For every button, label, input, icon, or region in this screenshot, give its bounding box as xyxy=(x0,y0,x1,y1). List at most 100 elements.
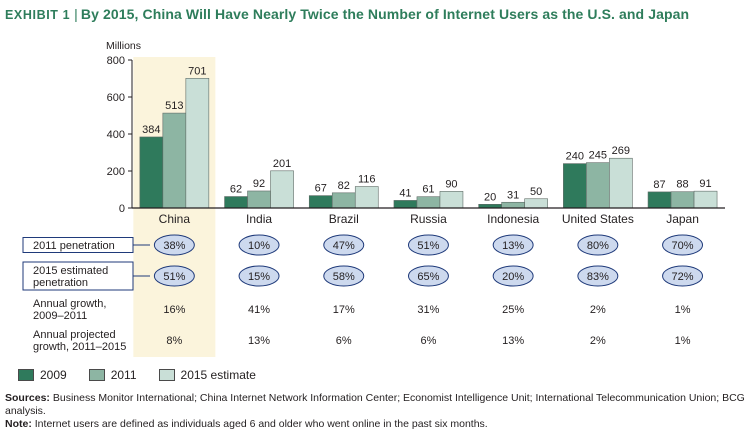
row-label: penetration xyxy=(33,277,88,289)
data-label: 384 xyxy=(142,124,160,136)
bar xyxy=(439,191,464,209)
footer: Sources: Business Monitor International;… xyxy=(5,392,745,431)
bar xyxy=(247,190,271,209)
data-label: 701 xyxy=(188,65,206,77)
table-cell-value: 16% xyxy=(163,304,185,316)
bar xyxy=(162,112,187,209)
bar-chart: Millions 0 200 400 600 800 384 62 67 41 20 240 87 513… xyxy=(22,40,725,357)
penetration-oval xyxy=(577,234,619,256)
data-label: 50 xyxy=(530,186,542,198)
bar xyxy=(331,192,356,209)
data-label: 90 xyxy=(445,178,457,190)
category-label: Indonesia xyxy=(487,212,539,226)
y-tick-label: 400 xyxy=(107,129,125,141)
penetration-oval xyxy=(238,234,280,256)
legend-label-2011: 2011 xyxy=(110,368,137,382)
category-label: United States xyxy=(562,212,634,226)
row-label-box xyxy=(22,261,134,291)
bar xyxy=(308,195,333,209)
table-cell-value: 13% xyxy=(248,335,270,347)
note-label: Note: xyxy=(5,418,32,430)
y-tick-label: 200 xyxy=(107,166,125,178)
table-cell-value: 2% xyxy=(590,335,606,347)
data-label: 87 xyxy=(653,179,665,191)
legend-item-2015: 2015 estimate xyxy=(158,368,256,382)
bar xyxy=(393,200,418,209)
table-cell-value: 41% xyxy=(248,304,270,316)
bar xyxy=(139,136,164,209)
bar xyxy=(693,190,718,209)
table-cell-value: 70% xyxy=(672,240,694,252)
table-cell-value: 1% xyxy=(675,304,691,316)
category-label: China xyxy=(159,212,191,226)
exhibit-title: Exhibit 1 | By 2015, China Will Have Nearl… xyxy=(5,6,689,22)
table-cell-value: 58% xyxy=(333,271,355,283)
data-label: 201 xyxy=(273,158,291,170)
table-cell-value: 13% xyxy=(502,240,524,252)
data-label: 20 xyxy=(484,191,496,203)
penetration-oval xyxy=(492,265,534,287)
table-cell-value: 72% xyxy=(672,271,694,283)
table-cell-value: 6% xyxy=(420,335,436,347)
penetration-oval xyxy=(407,265,449,287)
table-cell-value: 65% xyxy=(417,271,439,283)
exhibit-label: Exhibit 1 xyxy=(5,8,71,22)
table-cell-value: 15% xyxy=(248,271,270,283)
table-cell-value: 31% xyxy=(417,304,439,316)
bar xyxy=(416,196,441,209)
data-label: 31 xyxy=(507,189,519,201)
table-cell-value: 8% xyxy=(166,335,182,347)
sources-label: Sources: xyxy=(5,392,50,404)
y-tick-label: 600 xyxy=(107,92,125,104)
bar xyxy=(647,191,672,209)
legend-item-2011: 2011 xyxy=(88,368,137,382)
table-cell-value: 38% xyxy=(163,240,185,252)
data-label: 116 xyxy=(358,174,376,186)
category-label: Japan xyxy=(666,212,699,226)
table-cell-value: 17% xyxy=(333,304,355,316)
row-label: Annual projected xyxy=(33,329,116,341)
data-label: 240 xyxy=(566,151,584,163)
table-cell-value: 20% xyxy=(502,271,524,283)
exhibit-title-text: By 2015, China Will Have Nearly Twice th… xyxy=(80,6,690,22)
category-label: India xyxy=(246,212,272,226)
data-label: 269 xyxy=(612,145,630,157)
legend-label-2009: 2009 xyxy=(40,368,67,382)
penetration-oval xyxy=(153,234,195,256)
table-cell-value: 51% xyxy=(417,240,439,252)
category-label: Brazil xyxy=(329,212,359,226)
penetration-oval xyxy=(323,265,365,287)
data-label: 82 xyxy=(338,180,350,192)
legend-label-2015: 2015 estimate xyxy=(180,368,256,382)
penetration-oval xyxy=(407,234,449,256)
bar xyxy=(270,170,294,209)
data-label: 88 xyxy=(676,179,688,191)
title-separator: | xyxy=(74,6,78,22)
bar xyxy=(524,198,548,209)
row-label: 2011 penetration xyxy=(33,240,115,252)
bar xyxy=(670,191,695,209)
row-label: Annual growth, xyxy=(33,298,106,310)
data-label: 91 xyxy=(699,178,711,190)
sources-line: Sources: Business Monitor International;… xyxy=(5,392,745,418)
table-cell-value: 10% xyxy=(248,240,270,252)
penetration-oval xyxy=(153,265,195,287)
legend-swatch-2015 xyxy=(158,369,175,381)
legend-swatch-2009 xyxy=(18,369,34,381)
bar xyxy=(185,78,210,209)
data-label: 245 xyxy=(589,150,607,162)
table-cell-value: 2% xyxy=(590,304,606,316)
table-cell-value: 80% xyxy=(587,240,609,252)
table-cell-value: 25% xyxy=(502,304,524,316)
data-label: 513 xyxy=(165,100,183,112)
penetration-oval xyxy=(662,265,704,287)
table-cell-value: 1% xyxy=(675,335,691,347)
bar xyxy=(354,186,379,209)
legend-item-2009: 2009 xyxy=(18,368,67,382)
table-cell-value: 83% xyxy=(587,271,609,283)
bar xyxy=(501,201,525,209)
category-label: Russia xyxy=(410,212,447,226)
table-cell-value: 13% xyxy=(502,335,524,347)
bar xyxy=(609,157,633,209)
data-label: 67 xyxy=(315,183,327,195)
